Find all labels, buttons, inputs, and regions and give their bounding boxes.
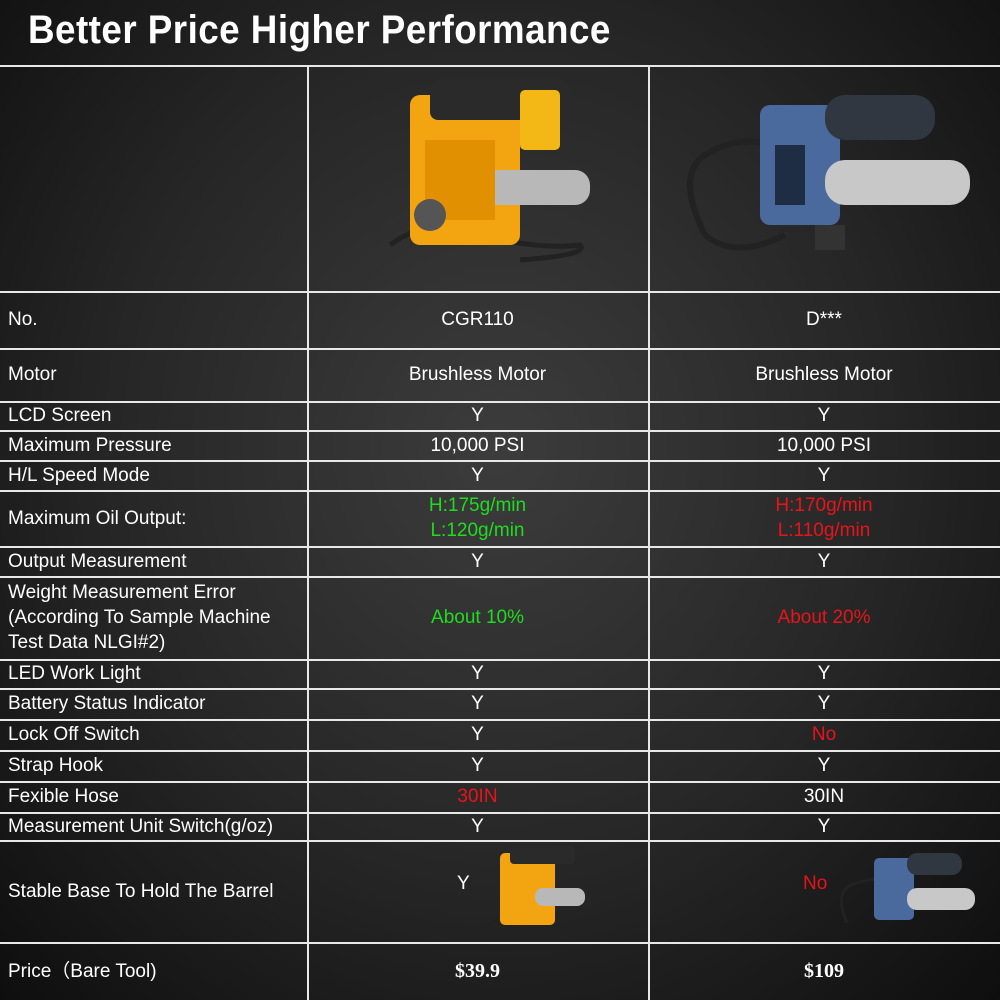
row-line [0,65,1000,67]
cell-value: Y [817,815,831,837]
row-label: Fexible Hose [8,786,119,807]
row-line [0,430,1000,432]
cell-value: Y [471,815,484,837]
cell-value: Y [817,550,831,572]
row-label: Strap Hook [8,755,104,776]
cell-value: H:170g/min L:110g/min [775,495,873,541]
cell-value: Brushless Motor [755,364,893,385]
row-label: Stable Base To Hold The Barrel [8,880,274,902]
row-line [0,546,1000,548]
row-line [0,490,1000,492]
cell-value: No [811,724,837,745]
row-label: Lock Off Switch [8,724,140,745]
cell-value: Y [817,464,831,486]
cell-value: About 20% [777,607,871,628]
row-label: Battery Status Indicator [8,693,206,714]
cell-value: 30IN [803,786,845,807]
cell-value: $109 [804,959,844,982]
cell-value: Y [471,724,484,745]
small-image-competitor [839,853,975,924]
cell-value: Y [471,464,484,486]
cell-value: 10,000 PSI [776,434,872,456]
row-label: No. [8,309,38,330]
cell-value: Y [471,550,484,572]
row-label: LCD Screen [8,405,112,426]
row-label: Measurement Unit Switch(g/oz) [8,815,274,837]
cell-value: H:175g/min L:120g/min [428,495,527,541]
cell-value: Brushless Motor [408,364,547,385]
product-image-competitor [687,95,970,251]
row-line [0,401,1000,403]
small-image-cgr110 [484,846,585,930]
cell-value: Y [471,405,484,426]
cell-value: Y [817,755,831,776]
column-line [307,65,309,1000]
row-label: Maximum Oil Output: [8,507,187,529]
row-line [0,781,1000,783]
row-label: LED Work Light [8,663,141,684]
row-line [0,812,1000,814]
column-line [648,65,650,1000]
cell-value: Y [817,693,831,714]
cell-value: D*** [806,309,842,330]
row-line [0,460,1000,462]
row-label: H/L Speed Mode [8,464,150,486]
cell-value: No [803,872,828,894]
row-label: Motor [8,364,57,385]
row-line [0,840,1000,842]
cell-value: Y [471,755,484,776]
row-line [0,348,1000,350]
cell-value: Y [457,872,470,894]
cell-value: $39.9 [455,959,500,982]
cell-value: CGR110 [441,309,514,330]
cell-value: 30IN [457,786,498,807]
row-label: Output Measurement [8,550,187,572]
cell-value: Y [817,405,831,426]
row-line [0,688,1000,690]
row-line [0,576,1000,578]
cell-value: About 10% [431,607,524,628]
row-label: Maximum Pressure [8,434,172,456]
row-line [0,291,1000,293]
row-line [0,942,1000,944]
row-line [0,750,1000,752]
row-line [0,719,1000,721]
cell-value: Y [817,663,831,684]
cell-value: Y [471,693,484,714]
title: Better Price Higher Performance [28,8,611,52]
cell-value: 10,000 PSI [430,434,525,456]
row-label: Weight Measurement Error (According To S… [8,582,271,653]
row-label: Price（Bare Tool) [8,960,157,982]
row-line [0,659,1000,661]
cell-value: Y [471,663,484,684]
product-image-cgr110 [388,80,590,263]
